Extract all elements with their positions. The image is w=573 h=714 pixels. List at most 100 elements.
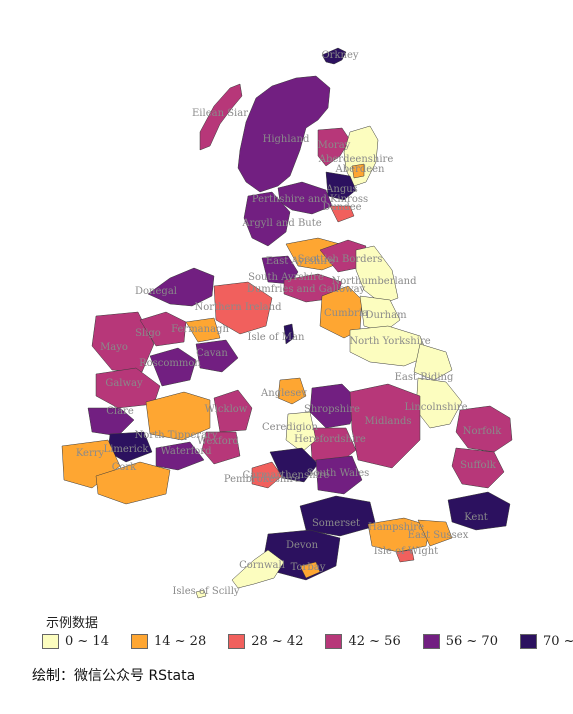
legend-swatch [422,634,440,649]
region-label-shropshire: Shropshire [304,404,360,415]
region-label-somerset: Somerset [312,518,360,529]
region-label-northumberland: Northumberland [331,276,417,287]
region-clare [87,407,135,437]
region-argyll [243,191,291,247]
region-label-waterford: Waterford [161,446,213,457]
region-hampshire [367,517,431,553]
region-label-perthshire: Perthshire and Kinross [252,194,368,205]
region-label-isle-of-man: Isle of Man [248,332,305,343]
region-label-wicklow: Wicklow [205,404,248,415]
legend-swatch [42,634,59,649]
region-label-argyll: Argyll and Bute [241,218,321,229]
region-label-kerry: Kerry [76,448,105,459]
region-isle-of-wight [395,549,415,563]
region-aberdeenshire [343,125,379,187]
region-wexford [201,431,241,465]
region-label-donegal: Donegal [135,286,177,297]
region-label-anglesey: Anglesey [260,388,307,399]
region-kent [447,491,511,531]
region-donegal [147,267,215,307]
legend-item: 28 ~ 42 [228,634,303,649]
region-label-clare: Clare [106,406,134,417]
region-anglesey [277,377,307,405]
legend-label: 70 ~ 84 [542,634,573,649]
region-label-eilean-siar: Eilean Siar [192,108,248,119]
region-isle-of-man [283,323,295,345]
region-label-cumbria: Cumbria [324,308,368,319]
region-label-highland: Highland [263,134,310,145]
region-label-suffolk: Suffolk [460,460,497,471]
legend-swatch [130,634,148,649]
region-pembroke [251,461,283,489]
region-label-east-riding: East Riding [395,372,454,383]
region-label-north-yorks: North Yorkshire [349,336,430,347]
region-label-midlands: Midlands [365,416,412,427]
region-label-torbay: Torbay [291,562,326,573]
region-north-yorks [349,325,429,367]
legend-swatch [325,634,343,649]
region-label-east-sussex: East Sussex [408,530,469,541]
region-label-herefordshire: Herefordshire [294,434,366,445]
region-label-south-ayrshire: South Ayrshire [248,272,324,283]
region-highland [237,75,331,193]
region-suffolk [451,447,505,489]
legend-item: 42 ~ 56 [325,634,401,649]
region-durham [359,295,401,333]
region-east-riding [413,343,453,381]
region-label-kent: Kent [464,512,488,523]
region-label-galway: Galway [105,378,143,389]
region-angus [325,171,357,201]
region-sligo [139,311,187,347]
region-dundee [329,205,355,223]
legend-item: 0 ~ 14 [42,634,109,649]
region-mayo [91,311,155,373]
region-label-cavan: Cavan [196,348,228,359]
region-wales-south [315,455,363,495]
region-label-orkney: Orkney [321,50,358,61]
region-label-devon: Devon [286,540,319,551]
region-label-isle-of-wight: Isle of Wight [374,546,438,557]
region-carmarthen [269,447,319,483]
region-label-hampshire: Hampshire [368,522,424,533]
region-label-isles-of-scilly: Isles of Scilly [172,586,239,597]
region-label-moray: Moray [318,140,351,151]
region-waterford [155,441,205,471]
region-label-tipperary: North Tipperary [135,430,218,441]
region-ceredigion [285,411,317,453]
region-label-fermanagh: Fermanagh [171,324,229,335]
region-label-mayo: Mayo [100,342,128,353]
region-cavan [195,339,239,373]
region-midlands [349,383,421,469]
legend-title: 示例数据 [46,616,99,631]
region-eilean-siar [199,83,243,151]
region-tipperary [145,391,211,441]
region-orkney [321,47,347,65]
region-label-cork: Cork [112,462,137,473]
region-label-dumfries: Dumfries and Galloway [247,284,366,295]
region-cork [95,461,171,505]
region-fermanagh [185,317,221,343]
region-label-scottish-borders: Scottish Borders [298,254,383,265]
legend-item: 14 ~ 28 [130,634,207,649]
region-roscommon [149,347,197,387]
region-aberdeen [351,163,365,179]
region-torbay [299,561,321,579]
legend-label: 28 ~ 42 [251,634,304,649]
choropleth-map: Orkney Eilean Siar Highland Moray Aberdeensh… [61,47,513,599]
legend-label: 14 ~ 28 [153,634,207,649]
legend-item: 56 ~ 70 [422,634,498,649]
legend-label: 56 ~ 70 [445,634,498,649]
region-moray [317,127,351,167]
region-east-sussex [417,519,453,547]
region-label-aberdeen: Aberdeen [335,164,386,175]
region-label-pembroke: Pembrokeshire [224,474,300,485]
region-label-dundee: Dundee [322,202,361,213]
region-label-durham: Durham [365,310,407,321]
region-cornwall [231,549,285,589]
region-label-limerick: Limerick [104,444,150,455]
region-norfolk [455,405,513,453]
region-label-cornwall: Cornwall [239,560,285,571]
region-label-ni: Northern Ireland [195,302,283,313]
legend-label: 42 ~ 56 [348,634,401,649]
region-label-east-ayr: East Ayrshire [266,256,334,267]
